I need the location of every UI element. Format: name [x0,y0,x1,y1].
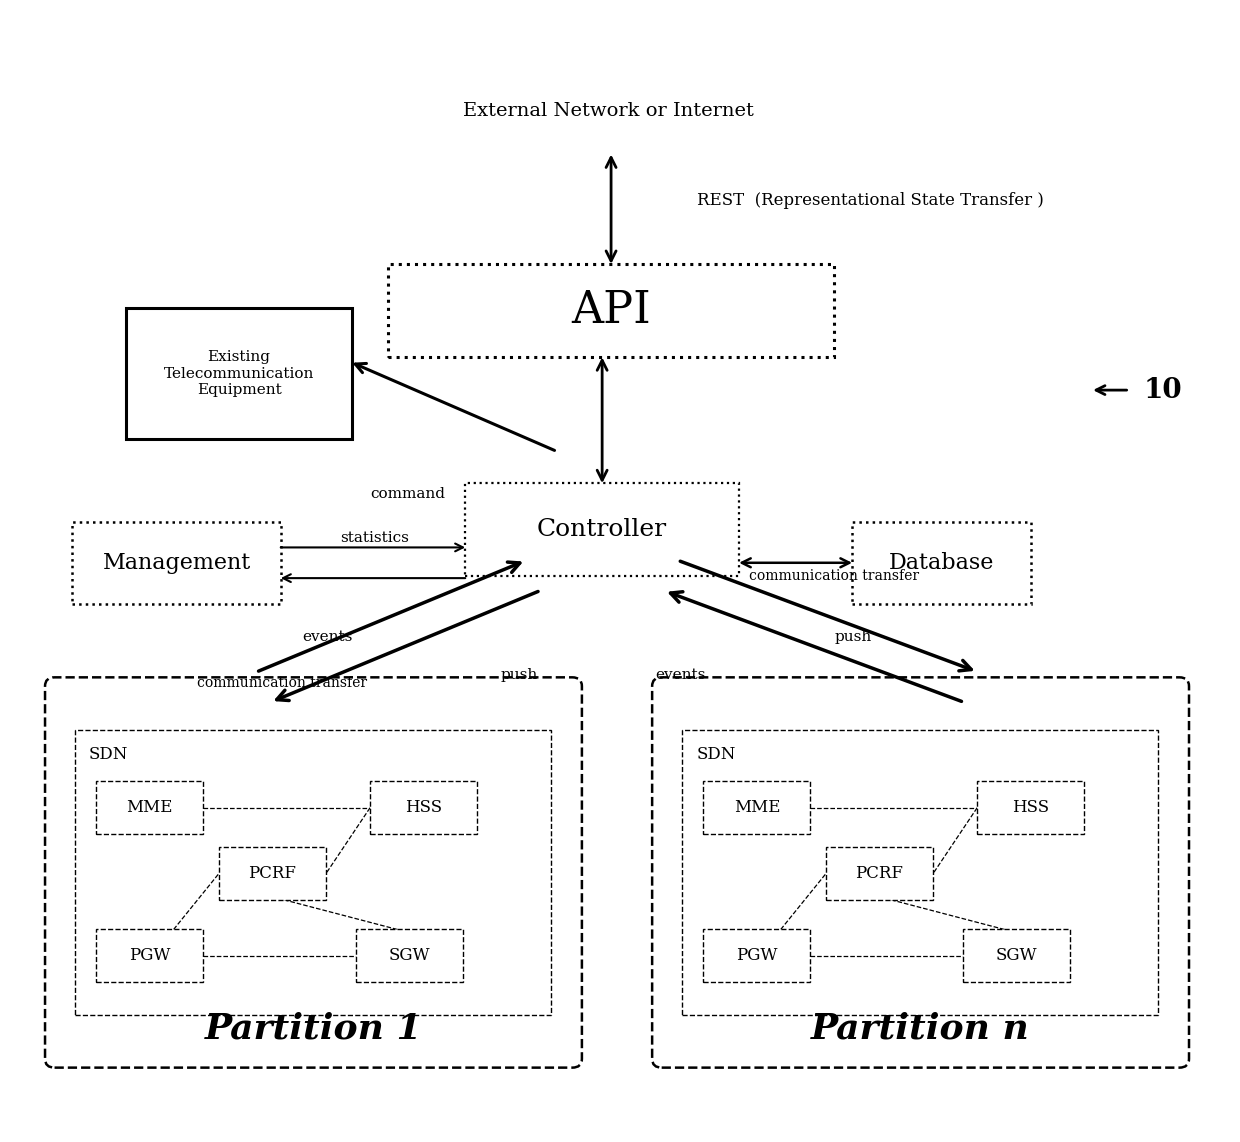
Text: SDN: SDN [696,747,735,763]
Text: Partition n: Partition n [811,1011,1030,1045]
Text: events: events [301,629,352,644]
Text: Partition 1: Partition 1 [205,1011,423,1045]
FancyBboxPatch shape [977,781,1084,834]
FancyBboxPatch shape [703,781,811,834]
Text: communication transfer: communication transfer [749,570,919,584]
FancyBboxPatch shape [962,930,1070,982]
Text: statistics: statistics [340,531,409,545]
FancyBboxPatch shape [703,930,811,982]
Text: push: push [835,629,872,644]
FancyBboxPatch shape [852,522,1030,604]
FancyBboxPatch shape [652,677,1189,1068]
FancyBboxPatch shape [45,677,582,1068]
Text: HSS: HSS [1012,799,1049,817]
FancyBboxPatch shape [826,847,932,900]
FancyBboxPatch shape [97,930,203,982]
Text: communication transfer: communication transfer [197,676,367,690]
FancyBboxPatch shape [682,730,1158,1015]
Text: SGW: SGW [996,948,1037,964]
Text: SGW: SGW [388,948,430,964]
Text: Existing
Telecommunication
Equipment: Existing Telecommunication Equipment [164,351,314,397]
FancyBboxPatch shape [218,847,326,900]
Text: 10: 10 [1143,377,1183,403]
Text: events: events [656,668,706,682]
Text: HSS: HSS [405,799,443,817]
Text: REST  (Representational State Transfer ): REST (Representational State Transfer ) [697,192,1044,209]
Text: MME: MME [734,799,780,817]
Text: PCRF: PCRF [248,866,296,882]
FancyBboxPatch shape [72,522,280,604]
Text: MME: MME [126,799,174,817]
Text: External Network or Internet: External Network or Internet [463,102,754,120]
FancyBboxPatch shape [74,730,551,1015]
FancyBboxPatch shape [356,930,463,982]
FancyBboxPatch shape [370,781,477,834]
Text: PCRF: PCRF [856,866,904,882]
Text: Database: Database [889,552,994,573]
Text: Controller: Controller [537,518,667,541]
Text: SDN: SDN [89,747,129,763]
Text: push: push [501,668,538,682]
FancyBboxPatch shape [465,483,739,577]
Text: API: API [572,289,651,332]
FancyBboxPatch shape [97,781,203,834]
Text: PGW: PGW [129,948,171,964]
FancyBboxPatch shape [388,264,835,357]
Text: command: command [370,488,445,501]
Text: Management: Management [103,552,250,573]
FancyBboxPatch shape [126,308,352,440]
Text: PGW: PGW [737,948,777,964]
